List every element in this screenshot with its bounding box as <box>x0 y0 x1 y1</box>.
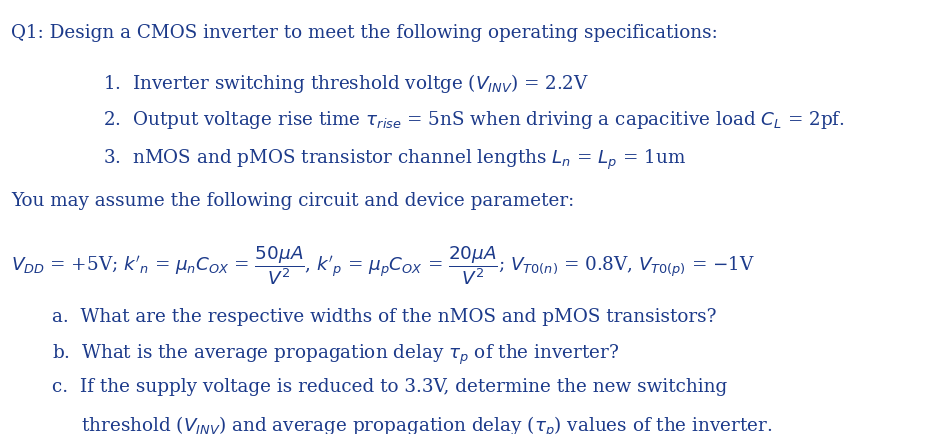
Text: $V_{DD}$ = +5V; $k'_n$ = $\mu_n C_{OX}$ = $\dfrac{50\mu A}{V^2}$, $k'_p$ = $\mu_: $V_{DD}$ = +5V; $k'_n$ = $\mu_n C_{OX}$ … <box>11 244 754 287</box>
Text: a.  What are the respective widths of the nMOS and pMOS transistors?: a. What are the respective widths of the… <box>51 308 715 326</box>
Text: 2.  Output voltage rise time $\tau_{rise}$ = 5nS when driving a capacitive load : 2. Output voltage rise time $\tau_{rise}… <box>103 109 844 132</box>
Text: c.  If the supply voltage is reduced to 3.3V, determine the new switching: c. If the supply voltage is reduced to 3… <box>51 378 726 396</box>
Text: 3.  nMOS and pMOS transistor channel lengths $L_n$ = $L_p$ = 1um: 3. nMOS and pMOS transistor channel leng… <box>103 148 685 172</box>
Text: You may assume the following circuit and device parameter:: You may assume the following circuit and… <box>11 192 574 210</box>
Text: Q1: Design a CMOS inverter to meet the following operating specifications:: Q1: Design a CMOS inverter to meet the f… <box>11 24 717 42</box>
Text: b.  What is the average propagation delay $\tau_p$ of the inverter?: b. What is the average propagation delay… <box>51 343 619 367</box>
Text: threshold ($V_{INV}$) and average propagation delay ($\tau_p$) values of the inv: threshold ($V_{INV}$) and average propag… <box>51 414 771 434</box>
Text: 1.  Inverter switching threshold voltge ($V_{INV}$) = 2.2V: 1. Inverter switching threshold voltge (… <box>103 72 589 95</box>
